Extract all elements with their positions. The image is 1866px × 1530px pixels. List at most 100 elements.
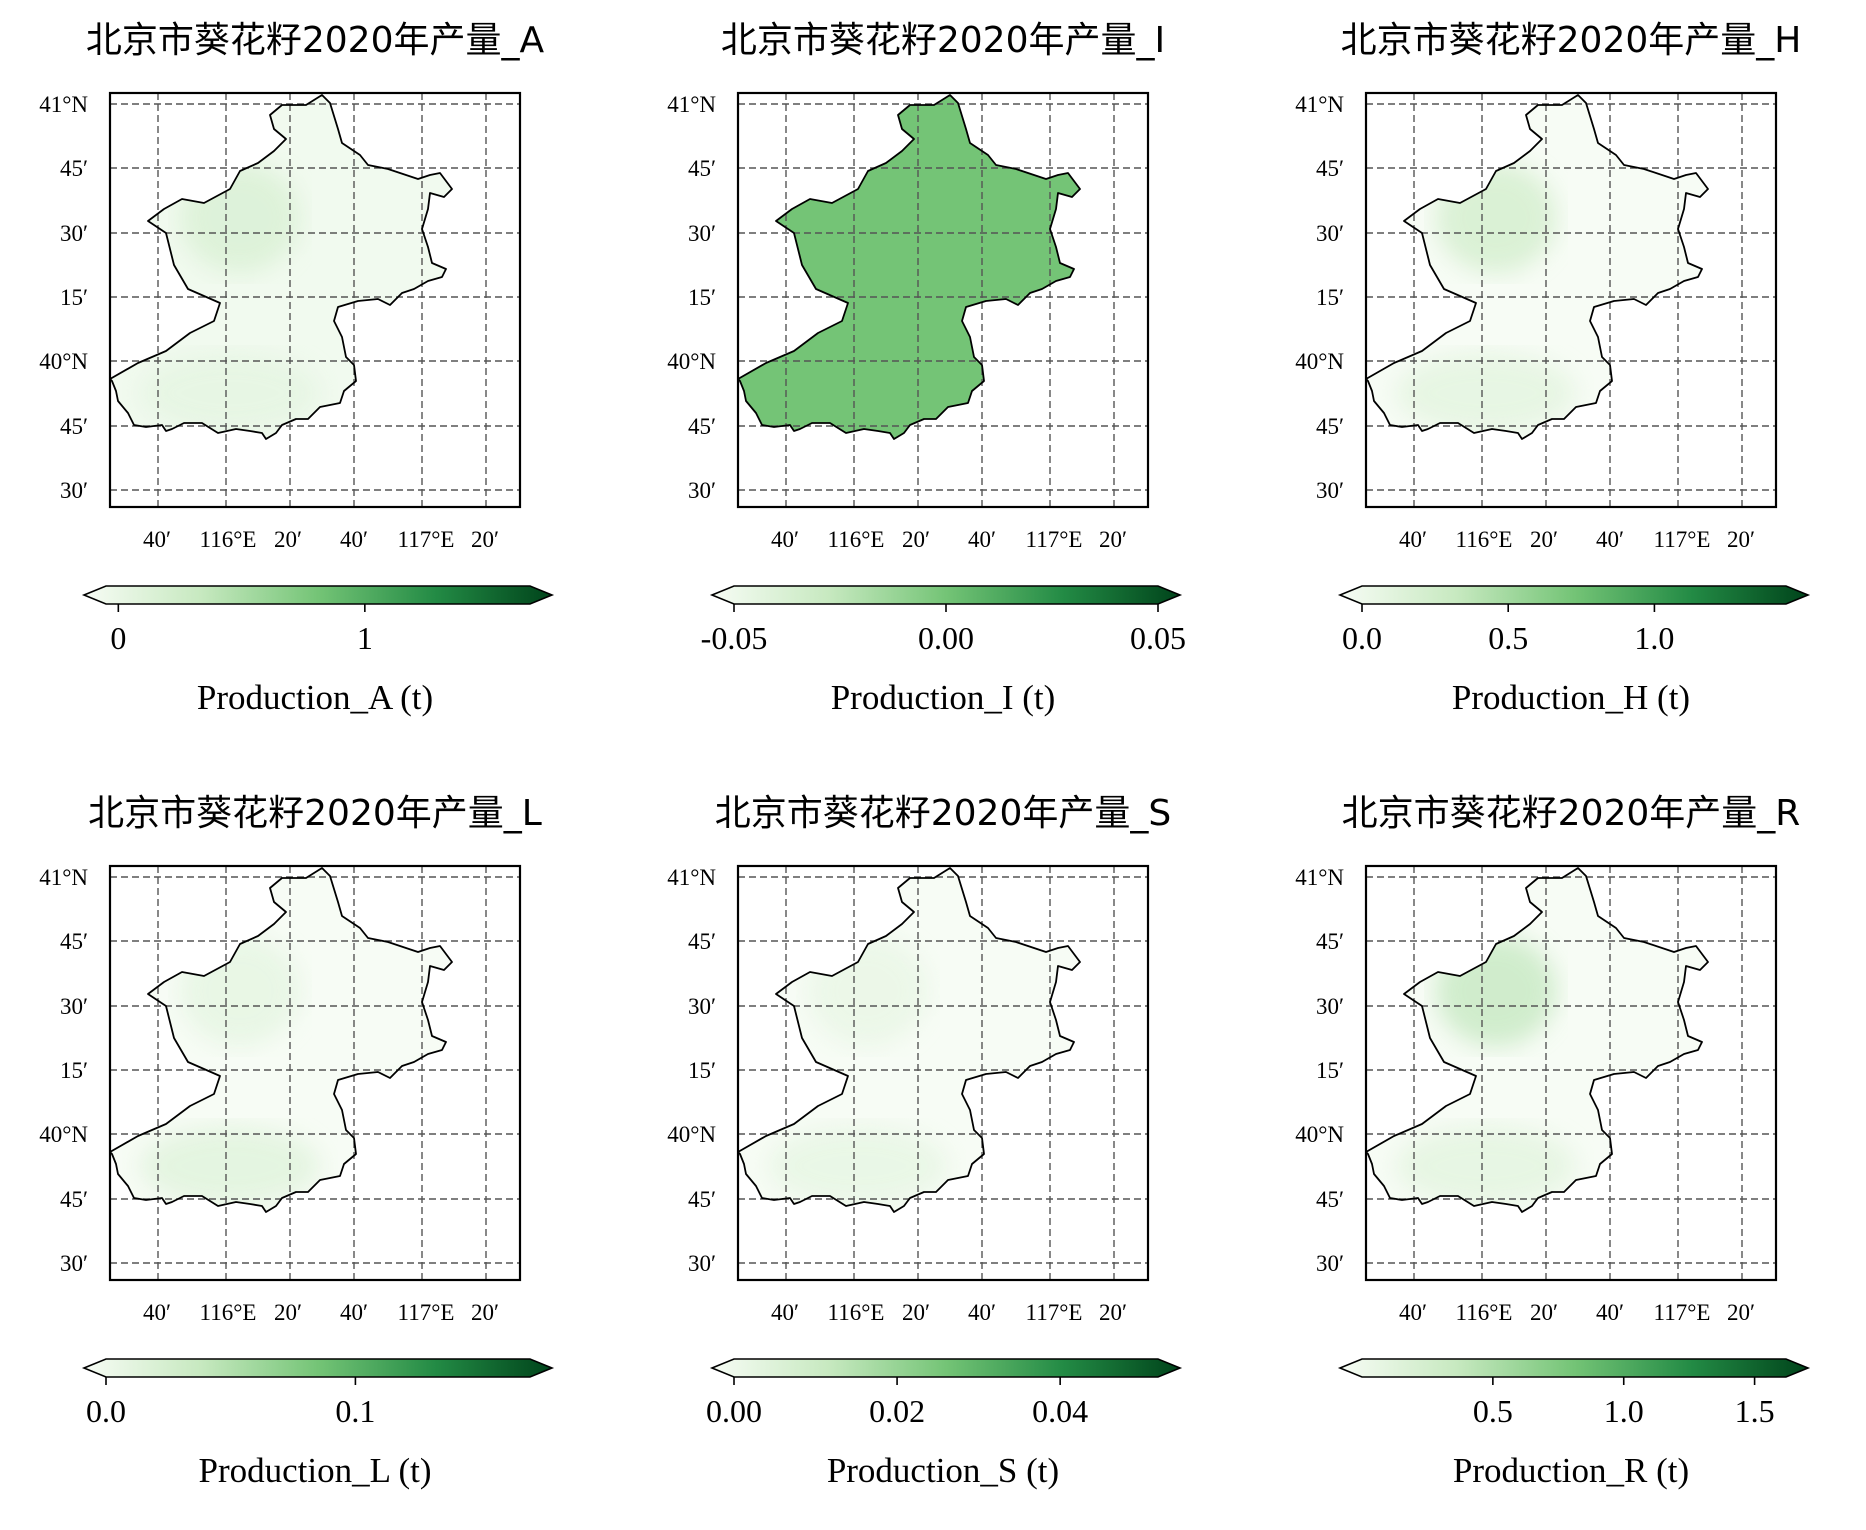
lat-tick-label: 30′ xyxy=(688,994,716,1019)
lon-tick-label: 116°E xyxy=(1456,527,1513,552)
colorbar-tick-label: 0.5 xyxy=(1473,1393,1513,1429)
colorbar-gradient xyxy=(81,585,555,605)
colorbar-tick-label: 0.02 xyxy=(869,1393,925,1429)
lat-tick-label: 30′ xyxy=(60,221,88,246)
lon-tick-label: 40′ xyxy=(143,527,171,552)
map-panel-5: 北京市葵花籽2020年产量_S 41°N 45′ 30′ 15′ 40°N 45′ 30′ 40… xyxy=(667,793,1183,1490)
lat-tick-label: 30′ xyxy=(60,478,88,503)
lat-tick-label: 45′ xyxy=(1316,929,1344,954)
hotspot-south xyxy=(1396,353,1576,433)
map-frame xyxy=(1364,864,1778,1282)
map-frame xyxy=(736,91,1150,509)
lon-tick-label: 40′ xyxy=(968,1300,996,1325)
lon-tick-label: 116°E xyxy=(1456,1300,1513,1325)
beijing-region xyxy=(1366,95,1708,439)
lat-tick-label: 30′ xyxy=(1316,994,1344,1019)
map-panel-6: 北京市葵花籽2020年产量_R 41°N 45′ 30′ 15′ 40°N 45′ 30′ 40… xyxy=(1295,793,1811,1490)
colorbar-tick-label: 0.00 xyxy=(706,1393,762,1429)
colorbar-tick-label: 0.05 xyxy=(1130,620,1186,656)
panel-title: 北京市葵花籽2020年产量_H xyxy=(1341,20,1802,61)
lat-tick-label: 15′ xyxy=(60,1058,88,1083)
panel-title: 北京市葵花籽2020年产量_L xyxy=(88,793,542,834)
lat-tick-label: 41°N xyxy=(667,92,716,117)
colorbar-label: Production_L (t) xyxy=(199,1451,432,1490)
colorbar-tick-label: 1 xyxy=(357,620,373,656)
lat-tick-label: 30′ xyxy=(60,1251,88,1276)
colorbar-label: Production_R (t) xyxy=(1453,1451,1689,1490)
lon-tick-label: 116°E xyxy=(200,1300,257,1325)
lat-tick-label: 15′ xyxy=(688,1058,716,1083)
lon-tick-label: 117°E xyxy=(1026,1300,1083,1325)
lat-tick-label: 45′ xyxy=(1316,156,1344,181)
map-frame xyxy=(108,864,522,1282)
lon-tick-label: 20′ xyxy=(274,527,302,552)
lat-tick-label: 41°N xyxy=(667,865,716,890)
hotspot-northwest xyxy=(180,163,300,273)
colorbar: -0.05 0.00 0.05 Production_I (t) xyxy=(701,585,1186,717)
map-panel-2: 北京市葵花籽2020年产量_I 41°N 45′ 30′ 15′ 40°N 45′ 30′ 40… xyxy=(667,20,1186,717)
colorbar-gradient xyxy=(1337,1358,1811,1378)
beijing-region xyxy=(1366,868,1708,1212)
lon-tick-label: 40′ xyxy=(1399,527,1427,552)
lon-tick-label: 40′ xyxy=(143,1300,171,1325)
lat-tick-label: 41°N xyxy=(39,92,88,117)
lon-tick-label: 40′ xyxy=(771,1300,799,1325)
colorbar-label: Production_H (t) xyxy=(1452,678,1690,717)
lon-tick-label: 40′ xyxy=(1399,1300,1427,1325)
lat-tick-label: 41°N xyxy=(1295,92,1344,117)
lon-tick-label: 20′ xyxy=(471,1300,499,1325)
lon-tick-label: 116°E xyxy=(200,527,257,552)
colorbar-gradient xyxy=(709,585,1183,605)
lat-tick-label: 40°N xyxy=(1295,349,1344,374)
map-panel-3: 北京市葵花籽2020年产量_H 41°N 45′ 30′ 15′ 40°N 45′ 30′ 40… xyxy=(1295,20,1811,717)
lon-tick-label: 117°E xyxy=(398,1300,455,1325)
map-panel-1: 北京市葵花籽2020年产量_A 41°N 45′ 30′ 15′ 40°N 45′ 30′ 40… xyxy=(39,20,555,717)
lon-tick-label: 20′ xyxy=(1530,527,1558,552)
lon-tick-label: 117°E xyxy=(1654,527,1711,552)
lon-tick-label: 20′ xyxy=(902,1300,930,1325)
colorbar-gradient xyxy=(1337,585,1811,605)
lat-tick-label: 30′ xyxy=(688,1251,716,1276)
lat-tick-label: 30′ xyxy=(688,478,716,503)
lon-tick-label: 20′ xyxy=(1530,1300,1558,1325)
lat-tick-label: 45′ xyxy=(688,1187,716,1212)
lat-tick-label: 45′ xyxy=(1316,414,1344,439)
colorbar-tick-label: 0.0 xyxy=(1342,620,1382,656)
lat-tick-label: 40°N xyxy=(1295,1122,1344,1147)
lat-tick-label: 40°N xyxy=(39,349,88,374)
beijing-region xyxy=(110,868,452,1212)
map-frame xyxy=(108,91,522,509)
colorbar-tick-label: 0.00 xyxy=(918,620,974,656)
lon-tick-label: 40′ xyxy=(340,1300,368,1325)
lon-tick-label: 116°E xyxy=(828,527,885,552)
colorbar-tick-label: 0 xyxy=(110,620,126,656)
hotspot-south xyxy=(140,353,320,433)
lon-tick-label: 40′ xyxy=(1596,527,1624,552)
colorbar-tick-label: 0.1 xyxy=(335,1393,375,1429)
colorbar-gradient xyxy=(709,1358,1183,1378)
panel-title: 北京市葵花籽2020年产量_A xyxy=(86,20,545,61)
colorbar-label: Production_S (t) xyxy=(827,1451,1059,1490)
lon-tick-label: 20′ xyxy=(471,527,499,552)
lon-tick-label: 40′ xyxy=(968,527,996,552)
lon-tick-label: 20′ xyxy=(902,527,930,552)
lat-tick-label: 45′ xyxy=(60,1187,88,1212)
lat-tick-label: 45′ xyxy=(1316,1187,1344,1212)
lat-tick-label: 41°N xyxy=(1295,865,1344,890)
lon-tick-label: 20′ xyxy=(1099,1300,1127,1325)
colorbar: 0.5 1.0 1.5 Production_R (t) xyxy=(1337,1358,1811,1490)
colorbar-label: Production_I (t) xyxy=(831,678,1056,717)
lon-tick-label: 40′ xyxy=(771,527,799,552)
lat-tick-label: 45′ xyxy=(60,156,88,181)
beijing-region xyxy=(110,95,452,439)
map-frame xyxy=(1364,91,1778,509)
colorbar-tick-label: 0.0 xyxy=(86,1393,126,1429)
panel-title: 北京市葵花籽2020年产量_R xyxy=(1342,793,1801,834)
hotspot-south xyxy=(140,1126,320,1206)
lat-tick-label: 15′ xyxy=(688,285,716,310)
hotspot-northwest xyxy=(808,936,928,1046)
lon-tick-label: 116°E xyxy=(828,1300,885,1325)
hotspot-south xyxy=(768,1126,948,1206)
panel-title: 北京市葵花籽2020年产量_I xyxy=(721,20,1165,61)
